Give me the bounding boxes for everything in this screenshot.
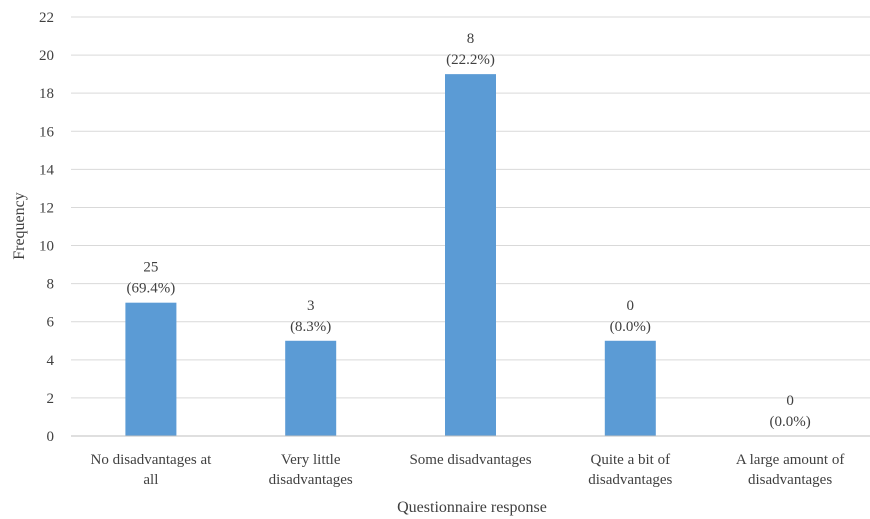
data-label: (69.4%) <box>127 281 176 297</box>
data-label: 0 <box>627 298 635 314</box>
y-tick-label: 0 <box>47 429 55 445</box>
x-axis-title: Questionnaire response <box>397 499 547 516</box>
data-label: (8.3%) <box>290 319 331 335</box>
y-tick-label: 14 <box>39 162 55 178</box>
data-labels: 25 (69.4%) 3 (8.3%) 8 (22.2%) 0 (0.0%) 0 (0.0%) <box>127 31 811 430</box>
x-tick-label: No disadvantages at <box>90 452 212 468</box>
y-tick-label: 12 <box>39 200 54 216</box>
x-tick-label: A large amount of <box>736 452 844 468</box>
y-axis-ticks: 0 2 4 6 8 10 12 14 16 18 20 22 <box>39 10 55 445</box>
data-label: 8 <box>467 31 475 47</box>
bar <box>445 74 496 437</box>
data-label: 3 <box>307 298 315 314</box>
y-tick-label: 18 <box>39 86 54 102</box>
y-tick-label: 4 <box>47 353 55 369</box>
x-tick-label: disadvantages <box>269 472 353 488</box>
x-tick-label: disadvantages <box>748 472 832 488</box>
y-tick-label: 20 <box>39 48 54 64</box>
x-tick-label: all <box>143 472 158 488</box>
data-label: (0.0%) <box>769 414 810 430</box>
data-label: (0.0%) <box>610 319 651 335</box>
y-tick-label: 10 <box>39 239 54 255</box>
data-label: (22.2%) <box>446 52 495 68</box>
x-axis-ticks: No disadvantages at all Very little disadva… <box>90 452 844 488</box>
bar <box>125 302 177 436</box>
data-label: 25 <box>143 260 158 276</box>
x-tick-label: Quite a bit of <box>591 452 671 468</box>
y-tick-label: 16 <box>39 124 55 140</box>
y-tick-label: 2 <box>47 391 55 407</box>
x-tick-label: disadvantages <box>588 472 672 488</box>
y-tick-label: 6 <box>47 315 55 331</box>
bar <box>285 340 337 436</box>
data-label: 0 <box>786 393 794 409</box>
y-axis-title: Frequency <box>11 192 28 260</box>
y-tick-label: 8 <box>47 277 55 293</box>
y-tick-label: 22 <box>39 10 54 26</box>
bars <box>125 74 656 437</box>
x-tick-label: Some disadvantages <box>409 452 531 468</box>
x-tick-label: Very little <box>281 452 341 468</box>
bar <box>604 340 656 436</box>
